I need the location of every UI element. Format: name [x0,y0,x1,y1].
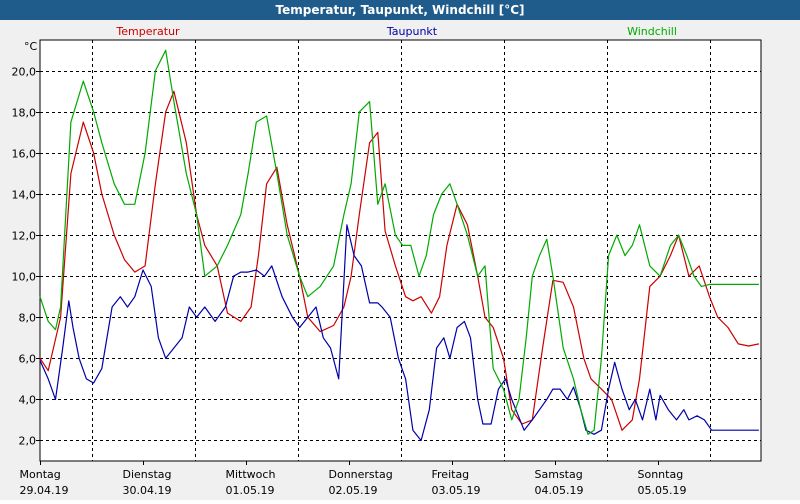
y-tick-label: 8,0 [19,312,37,325]
window-title: Temperatur, Taupunkt, Windchill [°C] [0,0,800,20]
y-tick-label: 12,0 [12,230,37,243]
series-line-temperatur [39,90,760,431]
legend-windchill: Windchill [627,25,677,38]
y-axis: 2,0 4,0 6,0 8,0 10,0 12,0 14,0 16,0 18,0 20,0 [12,66,40,448]
x-day-label: Dienstag [123,468,172,481]
x-date-label: 04.05.19 [535,484,584,497]
y-tick-label: 16,0 [12,148,37,161]
legend-taupunkt: Taupunkt [386,25,438,38]
legend-temperatur: Temperatur [115,25,180,38]
x-day-label: Freitag [432,468,470,481]
y-tick-label: 14,0 [12,189,37,202]
x-date-label: 01.05.19 [226,484,275,497]
series-lines [39,49,760,442]
x-date-label: 02.05.19 [329,484,378,497]
x-day-label: Sonntag [638,468,684,481]
series-line-taupunkt [39,224,759,442]
x-day-label: Montag [20,468,61,481]
temperature-chart: 2,0 4,0 6,0 8,0 10,0 12,0 14,0 16,0 18,0 20,0 Mon… [12,25,762,497]
x-date-label: 05.05.19 [638,484,687,497]
grid [40,40,761,461]
y-tick-label: 4,0 [19,394,37,407]
chart-panel: 2,0 4,0 6,0 8,0 10,0 12,0 14,0 16,0 18,0 20,0 Mon… [0,20,800,500]
y-tick-label: 2,0 [19,435,37,448]
x-date-label: 29.04.19 [20,484,69,497]
y-tick-label: 10,0 [12,271,37,284]
x-day-label: Mittwoch [226,468,276,481]
x-date-label: 30.04.19 [123,484,172,497]
x-date-label: 03.05.19 [432,484,481,497]
plot-area [39,39,762,462]
x-day-label: Samstag [535,468,583,481]
y-tick-label: 6,0 [19,353,37,366]
series-line-windchill [39,49,759,435]
y-tick-label: 18,0 [12,107,37,120]
x-axis: Montag 29.04.19 Dienstag 30.04.19 Mittwoch 01… [20,461,687,497]
x-day-label: Donnerstag [329,468,393,481]
legend: Temperatur Taupunkt Windchill [115,25,677,38]
y-unit-label: °C [24,40,38,53]
y-tick-label: 20,0 [12,66,37,79]
